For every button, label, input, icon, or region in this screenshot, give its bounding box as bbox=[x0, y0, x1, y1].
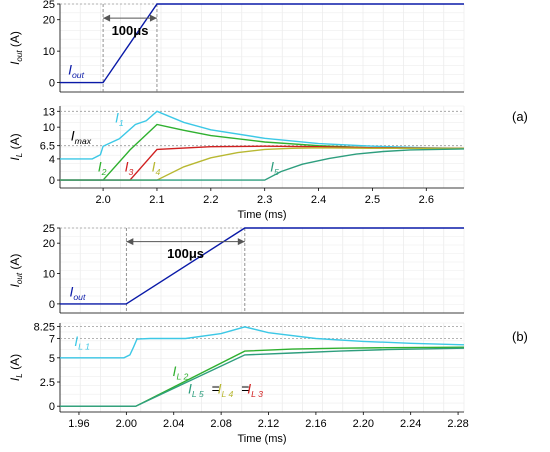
subplot-a-bottom: 0 46.5 10 13 IL (A) 2.0 2.1 2.2 2.3 2.4 2.5 2.6 Time… bbox=[8, 105, 465, 221]
series-line bbox=[60, 147, 464, 181]
series-label: I3 bbox=[125, 159, 134, 178]
y-tick-label: 10 bbox=[43, 269, 55, 281]
y-axis-label: IL (A) bbox=[8, 354, 24, 381]
series-label: Iout bbox=[69, 283, 86, 302]
y-tick-label: 0 bbox=[49, 78, 55, 90]
y-tick-label: 0 bbox=[49, 299, 55, 311]
subplot-b-bottom: 0 2.5 5 78.25 IL (A) 1.96 2.00 2.04 2.08 2.12 2.16… bbox=[8, 321, 469, 445]
series-label: I5 bbox=[270, 159, 279, 178]
series-label: I1 bbox=[115, 109, 124, 128]
annotation-arrowhead-left bbox=[103, 14, 111, 22]
y-tick-label: 8.25 bbox=[34, 321, 55, 333]
y-tick-label: 10 bbox=[43, 46, 55, 58]
y-tick-label: 2.5 bbox=[40, 377, 55, 389]
series-label: I4 bbox=[152, 159, 161, 178]
x-tick-label: 2.0 bbox=[95, 194, 110, 206]
series-label: IL 5 bbox=[188, 381, 204, 400]
series-label: I2 bbox=[98, 159, 107, 178]
series-label: = bbox=[241, 381, 249, 397]
subplot-a-top: 0 10 20 25 Iout (A) 100μs Iout bbox=[8, 0, 465, 93]
x-tick-label: 2.28 bbox=[447, 418, 468, 430]
x-tick-label: 2.3 bbox=[257, 194, 272, 206]
annotation-label: 100μs bbox=[167, 246, 204, 261]
x-axis-label: Time (ms) bbox=[237, 433, 286, 445]
panel-label-b: (b) bbox=[512, 329, 528, 344]
series-line bbox=[60, 3, 464, 84]
series-line bbox=[60, 110, 465, 160]
y-tick-label: 6.5 bbox=[40, 141, 55, 153]
x-tick-label: 2.24 bbox=[400, 418, 421, 430]
subplot-b-top: 0 10 20 25 Iout (A) 100μs Iout bbox=[8, 223, 465, 314]
series-label: IL 1 bbox=[74, 333, 90, 352]
series-label: Imax bbox=[71, 127, 92, 146]
x-tick-label: 2.20 bbox=[353, 418, 374, 430]
y-tick-label: 25 bbox=[43, 0, 55, 11]
series-label: IL 2 bbox=[173, 363, 189, 382]
y-axis-label: Iout (A) bbox=[8, 31, 24, 65]
y-tick-label: 5 bbox=[49, 353, 55, 365]
x-axis-label: Time (ms) bbox=[237, 209, 286, 221]
y-axis-label: IL (A) bbox=[8, 133, 24, 160]
x-tick-label: 2.4 bbox=[311, 194, 326, 206]
series-line bbox=[60, 326, 465, 359]
series-label: Iout bbox=[68, 62, 85, 81]
x-tick-label: 2.00 bbox=[116, 418, 137, 430]
x-tick-label: 2.2 bbox=[203, 194, 218, 206]
annotation-arrowhead-right bbox=[237, 238, 245, 246]
panel-label-a: (a) bbox=[512, 109, 528, 124]
y-tick-label: 4 bbox=[49, 154, 55, 166]
y-axis-label: Iout (A) bbox=[8, 254, 24, 288]
annotation-arrowhead-right bbox=[149, 14, 157, 22]
series-line bbox=[60, 347, 465, 407]
y-tick-label: 0 bbox=[49, 175, 55, 187]
x-tick-label: 2.5 bbox=[365, 194, 380, 206]
series-line bbox=[60, 148, 465, 181]
y-tick-label: 0 bbox=[49, 401, 55, 413]
charts-group: 0 10 20 25 Iout (A) 100μs Iout 0 46.5 10 13 IL (A) 2… bbox=[8, 0, 469, 445]
series-label: IL 4 bbox=[218, 381, 234, 400]
series-label: IL 3 bbox=[247, 381, 263, 400]
series-line bbox=[60, 227, 464, 305]
x-tick-label: 2.16 bbox=[305, 418, 326, 430]
y-tick-label: 10 bbox=[43, 122, 55, 134]
x-tick-label: 2.6 bbox=[419, 194, 434, 206]
x-tick-label: 1.96 bbox=[68, 418, 89, 430]
y-tick-label: 7 bbox=[49, 333, 55, 345]
x-tick-label: 2.04 bbox=[163, 418, 184, 430]
annotation-label: 100μs bbox=[112, 23, 149, 38]
annotation-arrowhead-left bbox=[126, 238, 134, 246]
y-tick-label: 25 bbox=[43, 223, 55, 235]
y-tick-label: 13 bbox=[43, 106, 55, 118]
y-tick-label: 20 bbox=[43, 15, 55, 27]
x-tick-label: 2.1 bbox=[149, 194, 164, 206]
x-tick-label: 2.08 bbox=[210, 418, 231, 430]
series-label: = bbox=[212, 381, 220, 397]
y-tick-label: 20 bbox=[43, 238, 55, 250]
x-tick-label: 2.12 bbox=[258, 418, 279, 430]
